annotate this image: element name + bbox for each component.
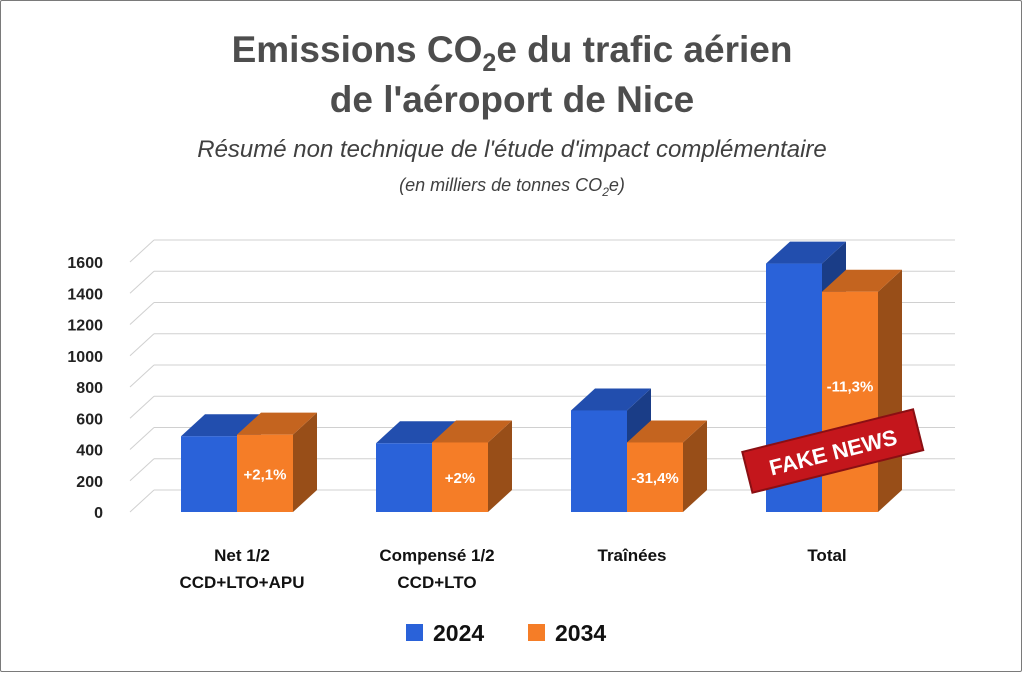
annotation-0: +2,1% xyxy=(244,466,287,483)
legend: 2024 2034 xyxy=(406,620,606,646)
legend-label-2024: 2024 xyxy=(433,620,484,646)
annotation-1: +2% xyxy=(445,470,475,487)
y-tick-label: 0 xyxy=(94,505,103,522)
y-tick-label: 1600 xyxy=(67,255,103,272)
category-label-3: Total xyxy=(807,546,846,565)
bar-2034-0 xyxy=(237,434,293,512)
bar-2024-1 xyxy=(376,443,432,512)
y-tick-label: 600 xyxy=(76,411,103,428)
y-tick-label: 1400 xyxy=(67,286,103,303)
bar-top-2034-1 xyxy=(432,420,512,443)
chart-subtitle: Résumé non technique de l'étude d'impact… xyxy=(197,136,827,163)
category-label-2: Traînées xyxy=(598,546,667,565)
plot-area: 0 200 400 600 800 1000 1200 1400 1600 +2,1% +2% -31… xyxy=(67,239,955,592)
y-tick-label: 400 xyxy=(76,443,103,460)
bar-top-2024-0 xyxy=(181,414,261,437)
category-label-1: Compensé 1/2 xyxy=(379,546,494,565)
category-label-0: Net 1/2 xyxy=(214,546,270,565)
bar-side-2034-1 xyxy=(488,420,512,512)
y-tick-label: 200 xyxy=(76,474,103,491)
stamp-background xyxy=(741,408,925,494)
bar-top-2024-1 xyxy=(376,421,456,444)
gridline-depth xyxy=(129,395,155,419)
chart-title-line-2: de l'aéroport de Nice xyxy=(330,79,695,120)
bar-2034-1 xyxy=(432,442,488,512)
bar-side-2034-2 xyxy=(683,420,707,512)
bar-top-2024-3 xyxy=(766,241,846,264)
gridline-depth xyxy=(129,364,155,388)
bar-2024-0 xyxy=(181,436,237,512)
bar-side-2034-3 xyxy=(878,269,902,512)
bar-top-2034-3 xyxy=(822,269,902,292)
y-tick-label: 800 xyxy=(76,380,103,397)
bar-top-2034-2 xyxy=(627,420,707,443)
annotation-2: -31,4% xyxy=(631,470,679,487)
legend-swatch-2034 xyxy=(528,624,545,641)
bar-2024-2 xyxy=(571,410,627,512)
bar-2034-2 xyxy=(627,442,683,512)
category-label-0: CCD+LTO+APU xyxy=(179,573,304,592)
bar-2034-3 xyxy=(822,291,878,512)
gridline-depth xyxy=(129,302,155,325)
gridline-depth xyxy=(129,427,155,450)
gridline-depth xyxy=(129,270,155,294)
annotation-3: -11,3% xyxy=(827,379,874,396)
bar-side-2034-0 xyxy=(293,412,317,512)
legend-label-2034: 2034 xyxy=(555,620,606,646)
gridline-depth xyxy=(129,458,155,482)
gridline-depth xyxy=(129,333,155,357)
y-tick-label: 1200 xyxy=(67,318,103,335)
category-label-1: CCD+LTO xyxy=(397,573,476,592)
gridline-depth xyxy=(129,239,155,263)
bar-top-2034-0 xyxy=(237,412,317,435)
chart-units: (en milliers de tonnes CO2e) xyxy=(399,175,625,199)
gridline-depth xyxy=(129,489,155,513)
bar-top-2024-2 xyxy=(571,388,651,411)
legend-swatch-2024 xyxy=(406,624,423,641)
chart-title-line-1: Emissions CO2e du trafic aérien xyxy=(232,29,793,77)
y-tick-label: 1000 xyxy=(67,349,103,366)
